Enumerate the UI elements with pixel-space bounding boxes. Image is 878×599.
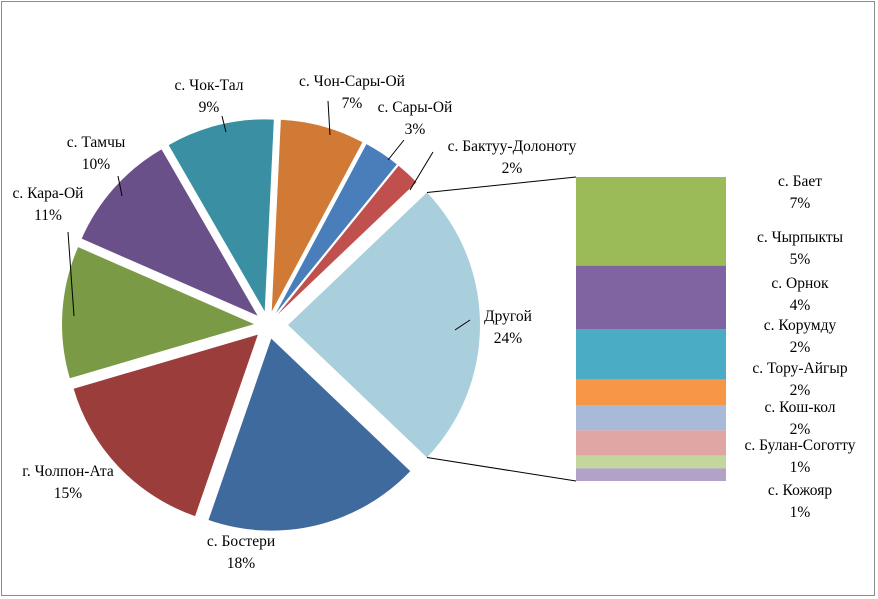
pie-slice-сары-ой <box>275 144 397 314</box>
leader-line-сары-ой <box>387 139 405 161</box>
bar-segment-корумду <box>576 379 726 405</box>
bar-label-бает: с. Бает 7% <box>778 173 822 212</box>
pie-label-чолпон-ата: г. Чолпон-Ата 15% <box>22 463 114 502</box>
bar-segment-кожояр <box>576 468 726 481</box>
pie-label-чок-тал: с. Чок-Тал 9% <box>175 77 244 116</box>
pie-slice-другой <box>288 192 481 458</box>
connector-line-bottom <box>426 457 577 482</box>
bar-segment-чырпыкты <box>576 265 726 329</box>
bar-label-чырпыкты: с. Чырпыкты 5% <box>757 229 844 268</box>
pie-slice-чолпон-ата <box>73 334 258 517</box>
pie-label-бактуу-долоноту: с. Бактуу-Долоноту 2% <box>448 138 577 177</box>
bar-segment-кош-кол <box>576 430 726 456</box>
pie-label-другой: Другой 24% <box>484 308 532 347</box>
bar-segment-булан-соготту <box>576 455 726 469</box>
bar-label-кош-кол: с. Кош-кол 2% <box>764 399 835 438</box>
pie-label-бостери: с. Бостери 18% <box>207 533 275 572</box>
bar-label-орнок: с. Орнок 4% <box>771 275 829 314</box>
leader-line-чок-тал <box>221 115 227 133</box>
pie-slice-бостери <box>208 338 411 531</box>
leader-line-кара-ой <box>67 231 75 317</box>
pie-label-кара-ой: с. Кара-Ой 11% <box>13 185 84 224</box>
bar-label-тору-айгыр: с. Тору-Айгыр 2% <box>752 360 847 399</box>
pie-slice-бактуу-долоноту <box>277 165 417 315</box>
bar-segment-орнок <box>576 329 726 380</box>
pie-slice-чок-тал <box>168 119 274 312</box>
bar-label-булан-соготту: с. Булан-Соготту 1% <box>745 437 856 476</box>
bar-segment-тору-айгыр <box>576 405 726 431</box>
leader-line-тамчы <box>117 175 123 197</box>
leader-line-другой <box>454 319 471 331</box>
bar-segment-бает <box>576 177 726 266</box>
leader-line-чон-сары-ой <box>327 100 331 136</box>
pie-label-сары-ой: с. Сары-Ой 3% <box>378 99 453 138</box>
pie-label-чон-сары-ой: с. Чон-Сары-Ой 7% <box>299 73 405 112</box>
pie-slice-кара-ой <box>62 247 255 379</box>
pie-label-тамчы: с. Тамчы 10% <box>67 134 126 173</box>
bar-label-кожояр: с. Кожояр 1% <box>768 482 832 521</box>
leader-line-бактуу-долоноту <box>409 151 434 191</box>
connector-line-top <box>426 176 577 194</box>
pie-slice-чон-сары-ой <box>271 119 363 312</box>
bar-label-корумду: с. Корумду 2% <box>764 317 837 356</box>
pie-slice-тамчы <box>81 149 258 316</box>
